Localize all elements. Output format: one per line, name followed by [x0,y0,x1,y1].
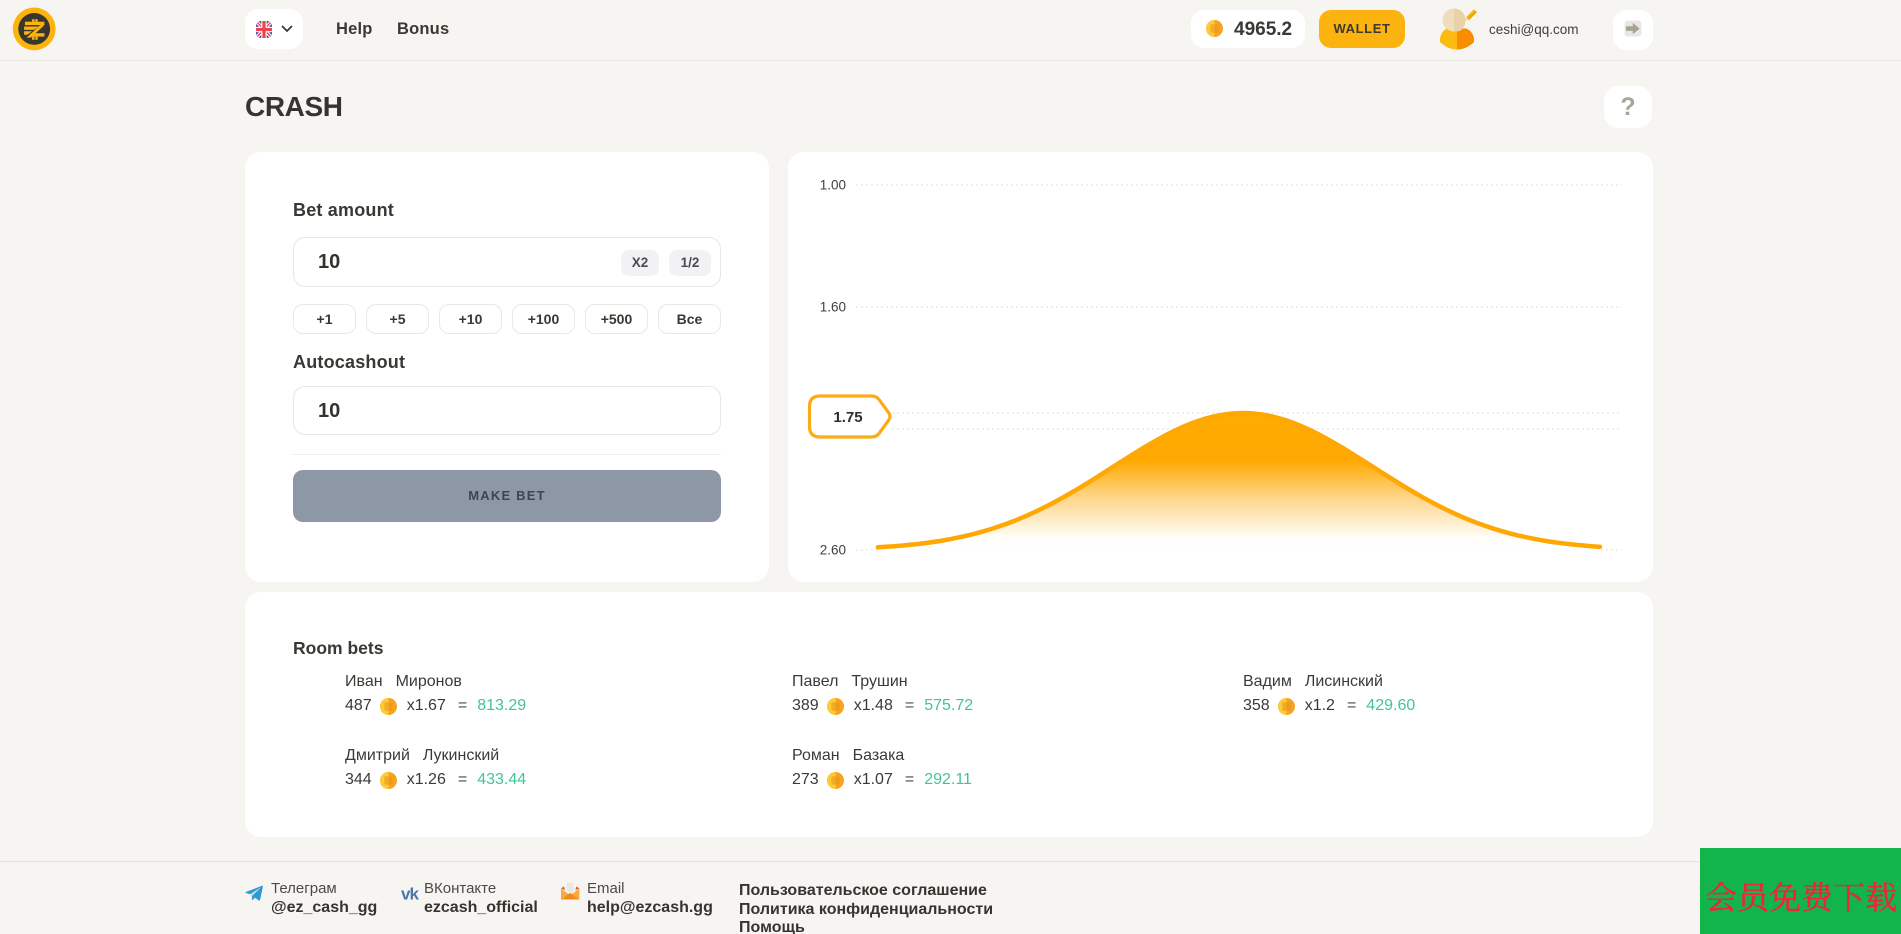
svg-text:1.00: 1.00 [820,178,846,193]
svg-text:1.60: 1.60 [820,300,846,315]
svg-text:2.60: 2.60 [820,543,846,558]
svg-text:1.75: 1.75 [833,409,862,426]
svg-text:vk: vk [401,887,419,901]
